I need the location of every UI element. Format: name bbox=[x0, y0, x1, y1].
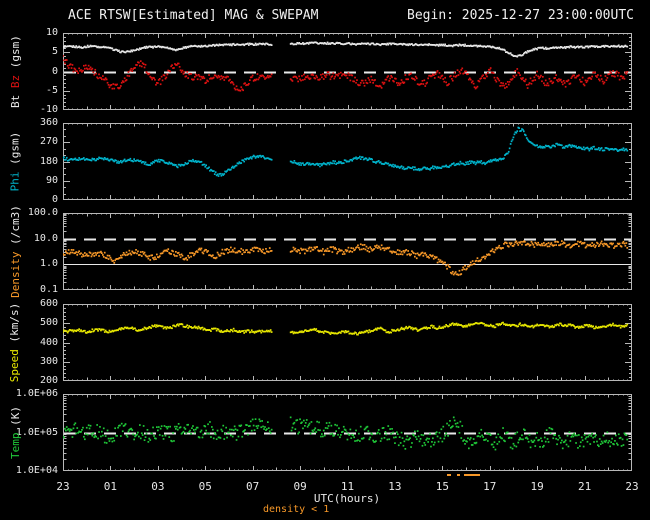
y-axis-title-phi: Phi (gsm) bbox=[2, 123, 28, 200]
y-axis-title-density: Density (/cm3) bbox=[2, 205, 28, 298]
y-tick-label: 300 bbox=[39, 355, 58, 367]
caution-mark bbox=[463, 474, 481, 476]
y-tick-label: 1.0E+06 bbox=[15, 388, 58, 399]
axis-ticks bbox=[63, 213, 632, 290]
y-tick-label: 1.0 bbox=[39, 258, 58, 270]
y-tick-label: 400 bbox=[39, 336, 58, 348]
created-timestamp: created: 2025-12-28 22:25:14UTC bbox=[459, 504, 646, 515]
y-tick-label: 0.1 bbox=[39, 284, 58, 295]
y-tick-label: 1.0E+04 bbox=[15, 465, 58, 476]
axis-ticks bbox=[63, 304, 632, 381]
y-tick-label: 360 bbox=[39, 117, 58, 128]
y-tick-label: 0 bbox=[51, 65, 58, 77]
series-speed-points bbox=[63, 321, 629, 336]
axis-ticks bbox=[63, 33, 632, 110]
x-tick-label: 11 bbox=[340, 480, 355, 493]
y-tick-label: 270 bbox=[39, 136, 58, 148]
y-axis-title-part: Bt bbox=[8, 88, 22, 108]
y-axis-title-part: (gsm) bbox=[8, 35, 22, 75]
x-tick-label: 09 bbox=[293, 480, 307, 493]
series-bz-points bbox=[63, 55, 629, 92]
x-tick-label: 05 bbox=[198, 480, 212, 493]
y-axis-title-part: (gsm) bbox=[8, 131, 22, 172]
caution-mark bbox=[456, 474, 461, 476]
y-axis-title-speed: Speed (km/s) bbox=[2, 302, 28, 383]
y-axis-title-part: Speed bbox=[8, 349, 22, 383]
caution-mark bbox=[447, 474, 451, 476]
axis-ticks bbox=[63, 123, 632, 200]
series-phi-points bbox=[63, 126, 629, 177]
y-axis-title-part: Temp bbox=[8, 432, 22, 460]
y-tick-label: 5 bbox=[51, 46, 58, 58]
y-axis-title-part: Phi bbox=[8, 171, 22, 192]
begin-timestamp: Begin: 2025-12-27 23:00:00UTC bbox=[407, 8, 634, 23]
y-tick-label: 10.0 bbox=[33, 232, 58, 244]
x-tick-label: 01 bbox=[103, 480, 118, 493]
caution-value: density < 1 bbox=[263, 504, 330, 515]
y-axis-title-mag: Bt Bz (gsm) bbox=[2, 33, 28, 110]
y-tick-label: 600 bbox=[39, 298, 58, 309]
y-axis-title-part: (/cm3) bbox=[8, 205, 22, 252]
x-tick-label: 21 bbox=[577, 480, 592, 493]
y-tick-label: 100.0 bbox=[27, 207, 58, 218]
y-tick-label: 0 bbox=[51, 194, 58, 205]
y-tick-label: 500 bbox=[39, 317, 58, 329]
y-tick-label: 180 bbox=[39, 155, 58, 167]
x-tick-label: 03 bbox=[151, 480, 165, 493]
y-tick-label: -5 bbox=[45, 84, 58, 96]
y-axis-title-part: Density bbox=[8, 251, 22, 298]
panel-canvas-density bbox=[63, 213, 632, 290]
y-axis-title-part: (km/s) bbox=[8, 302, 22, 350]
series-temp-points bbox=[63, 416, 629, 451]
caution-label: caution: bbox=[168, 504, 217, 515]
x-tick-label: 15 bbox=[435, 480, 449, 493]
x-tick-label: 19 bbox=[530, 480, 544, 493]
series-density-points bbox=[63, 240, 629, 276]
panel-canvas-mag bbox=[63, 33, 632, 110]
panel-canvas-phi bbox=[63, 123, 632, 200]
y-axis-title-part: (K) bbox=[8, 406, 22, 433]
panel-canvas-temp bbox=[63, 394, 632, 471]
x-axis-title: UTC(hours) bbox=[313, 492, 381, 505]
series-bt-points bbox=[63, 41, 629, 58]
x-tick-label: 23 bbox=[56, 480, 70, 493]
y-tick-label: -10 bbox=[39, 104, 58, 115]
x-tick-label: 07 bbox=[246, 480, 260, 493]
y-axis-title-part: Bz bbox=[8, 74, 22, 89]
page-title: ACE RTSW[Estimated] MAG & SWEPAM bbox=[68, 8, 319, 23]
y-tick-label: 200 bbox=[39, 375, 58, 386]
y-tick-label: 90 bbox=[45, 174, 58, 186]
y-tick-label: 10 bbox=[45, 27, 58, 38]
axis-ticks bbox=[63, 394, 632, 471]
start-doy-label: start DOY: 361 bbox=[63, 504, 148, 515]
y-axis-title-temp: Temp (K) bbox=[2, 394, 28, 471]
y-tick-label: 1.0E+05 bbox=[15, 426, 58, 438]
panel-canvas-speed bbox=[63, 304, 632, 381]
x-tick-label: 23 bbox=[625, 480, 639, 493]
x-tick-label: 17 bbox=[483, 480, 497, 493]
x-tick-label: 13 bbox=[388, 480, 402, 493]
